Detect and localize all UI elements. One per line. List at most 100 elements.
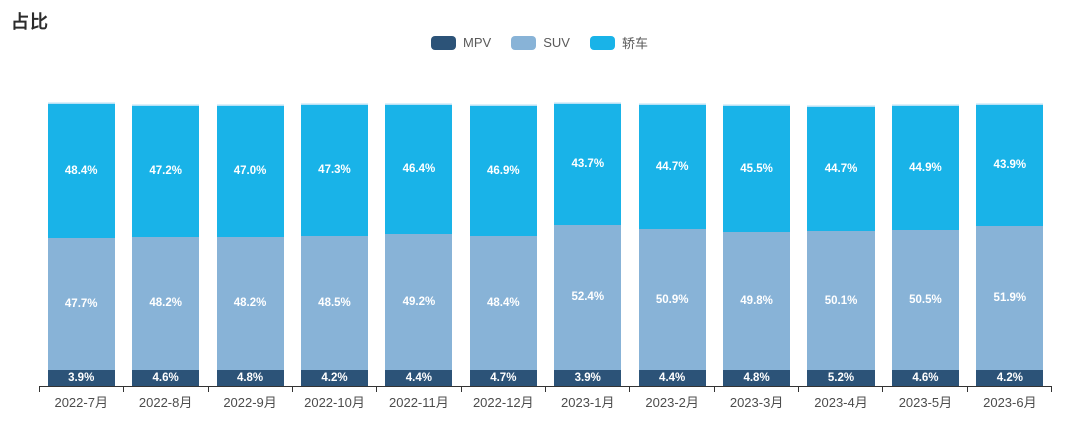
- segment-value-label: 48.5%: [318, 296, 351, 309]
- bar-segment-mpv[interactable]: 4.8%: [216, 370, 284, 386]
- segment-value-label: 4.8%: [743, 372, 770, 384]
- segment-value-label: 48.2%: [233, 297, 267, 310]
- bar-segment-mpv[interactable]: 4.2%: [300, 370, 369, 386]
- bar-segment-mpv[interactable]: 3.9%: [47, 370, 115, 386]
- bar-column: 47.3% 48.5% 4.2%: [292, 104, 376, 386]
- segment-value-label: 47.0%: [233, 165, 267, 178]
- segment-value-label: 44.7%: [824, 163, 858, 176]
- bar-segment-mpv[interactable]: 4.6%: [891, 370, 959, 386]
- plot-area: 48.4% 47.7% 3.9% 47.2% 48.2% 4.6% 47.0% 48.2% 4.…: [39, 76, 1052, 386]
- legend-marker-icon: [511, 35, 537, 50]
- bar-segment-sedan[interactable]: 48.4%: [47, 103, 115, 238]
- axis-tick: [544, 386, 629, 392]
- stacked-bar: 46.9% 48.4% 4.7%: [469, 106, 537, 386]
- bar-segment-sedan[interactable]: 46.4%: [385, 105, 453, 234]
- bar-segment-sedan[interactable]: 43.9%: [976, 104, 1044, 227]
- legend-marker-icon: [589, 35, 615, 50]
- segment-value-label: 43.7%: [571, 158, 605, 171]
- segment-value-label: 4.6%: [152, 372, 179, 384]
- axis-tick: [713, 386, 798, 392]
- legend: MPV SUV 轿车: [0, 33, 1079, 52]
- stacked-bar: 47.0% 48.2% 4.8%: [216, 106, 284, 386]
- bar-segment-suv[interactable]: 50.9%: [638, 229, 706, 370]
- bar-column: 48.4% 47.7% 3.9%: [39, 103, 123, 386]
- bar-segment-sedan[interactable]: 45.5%: [723, 106, 791, 233]
- bar-segment-suv[interactable]: 52.4%: [554, 224, 622, 370]
- stacked-bar: 43.7% 52.4% 3.9%: [554, 103, 622, 386]
- bar-segment-suv[interactable]: 48.5%: [300, 235, 369, 370]
- segment-value-label: 47.7%: [64, 297, 98, 310]
- x-axis-label: 2023-3月: [729, 395, 784, 410]
- legend-label: 轿车: [621, 36, 648, 51]
- segment-value-label: 48.4%: [487, 296, 520, 309]
- stacked-bar: 47.2% 48.2% 4.6%: [132, 105, 200, 386]
- legend-label: SUV: [543, 35, 570, 50]
- x-axis-label: 2022-9月: [223, 395, 277, 410]
- segment-value-label: 47.2%: [149, 165, 182, 178]
- segment-value-label: 49.2%: [402, 295, 436, 308]
- bar-segment-suv[interactable]: 49.2%: [385, 233, 453, 370]
- bar-segment-sedan[interactable]: 47.0%: [216, 106, 284, 237]
- bar-segment-sedan[interactable]: 44.9%: [891, 105, 959, 231]
- axis-tick: [966, 386, 1051, 392]
- bar-segment-sedan[interactable]: 43.7%: [554, 103, 622, 225]
- segment-value-label: 44.7%: [655, 161, 689, 174]
- bar-segment-mpv[interactable]: 4.8%: [723, 370, 791, 386]
- bar-segment-suv[interactable]: 47.7%: [47, 237, 115, 370]
- bar-segment-suv[interactable]: 49.8%: [723, 232, 791, 370]
- segment-value-label: 43.9%: [993, 159, 1027, 172]
- bar-segment-sedan[interactable]: 46.9%: [469, 106, 537, 236]
- x-axis-ticks: [39, 386, 1052, 392]
- x-axis-label: 2023-4月: [814, 395, 868, 410]
- x-axis-label: 2022-12月: [472, 395, 534, 410]
- bar-segment-suv[interactable]: 51.9%: [976, 226, 1044, 370]
- legend-item-suv[interactable]: SUV: [511, 35, 570, 50]
- bar-segment-mpv[interactable]: 4.6%: [132, 370, 200, 386]
- bar-segment-mpv[interactable]: 5.2%: [807, 370, 875, 386]
- axis-tick: [123, 386, 207, 392]
- x-axis-labels: 2022-7月 2022-8月 2022-9月 2022-10月 2022-11月 202…: [39, 392, 1052, 411]
- x-axis-label: 2022-11月: [389, 395, 449, 410]
- segment-value-label: 48.2%: [149, 297, 182, 310]
- bar-column: 46.9% 48.4% 4.7%: [461, 106, 545, 386]
- bar-segment-mpv[interactable]: 4.4%: [638, 370, 706, 386]
- segment-value-label: 4.2%: [996, 372, 1023, 384]
- segment-value-label: 4.8%: [236, 372, 264, 384]
- bar-segment-mpv[interactable]: 4.4%: [385, 370, 453, 386]
- axis-tick: [39, 386, 123, 392]
- stacked-bar: 43.9% 51.9% 4.2%: [976, 104, 1044, 386]
- bar-segment-sedan[interactable]: 44.7%: [638, 105, 706, 229]
- bar-segment-sedan[interactable]: 47.2%: [132, 105, 200, 237]
- bar-segment-mpv[interactable]: 4.2%: [976, 370, 1044, 386]
- segment-value-label: 4.6%: [912, 372, 939, 384]
- segment-value-label: 45.5%: [740, 163, 773, 176]
- stacked-bar: 44.7% 50.9% 4.4%: [638, 105, 706, 386]
- bar-segment-sedan[interactable]: 44.7%: [807, 107, 875, 232]
- stacked-bar: 48.4% 47.7% 3.9%: [47, 103, 115, 386]
- axis-tick: [460, 386, 545, 392]
- bar-segment-suv[interactable]: 50.1%: [807, 231, 875, 370]
- bar-segment-suv[interactable]: 48.2%: [132, 236, 200, 370]
- stacked-bar: 47.3% 48.5% 4.2%: [300, 104, 369, 386]
- legend-item-sedan[interactable]: 轿车: [589, 33, 648, 52]
- segment-value-label: 49.8%: [740, 295, 773, 308]
- x-axis-label: 2023-5月: [898, 395, 953, 410]
- bar-segment-suv[interactable]: 48.4%: [469, 235, 537, 370]
- bar-segment-suv[interactable]: 48.2%: [216, 236, 284, 370]
- bar-column: 44.7% 50.1% 5.2%: [799, 107, 883, 386]
- bar-column: 43.7% 52.4% 3.9%: [546, 103, 630, 386]
- bar-segment-mpv[interactable]: 3.9%: [554, 370, 622, 386]
- axis-tick: [376, 386, 460, 392]
- x-axis-label: 2022-8月: [138, 395, 193, 410]
- bar-column: 44.7% 50.9% 4.4%: [630, 105, 714, 386]
- segment-value-label: 5.2%: [827, 372, 855, 384]
- bar-segment-mpv[interactable]: 4.7%: [469, 370, 537, 386]
- bar-segment-suv[interactable]: 50.5%: [891, 230, 959, 370]
- x-axis-label: 2023-2月: [645, 395, 699, 410]
- bar-segment-sedan[interactable]: 47.3%: [300, 104, 369, 236]
- segment-value-label: 4.2%: [321, 372, 348, 384]
- legend-item-mpv[interactable]: MPV: [431, 35, 491, 50]
- chart-title: 占比: [11, 12, 49, 32]
- legend-label: MPV: [463, 35, 492, 50]
